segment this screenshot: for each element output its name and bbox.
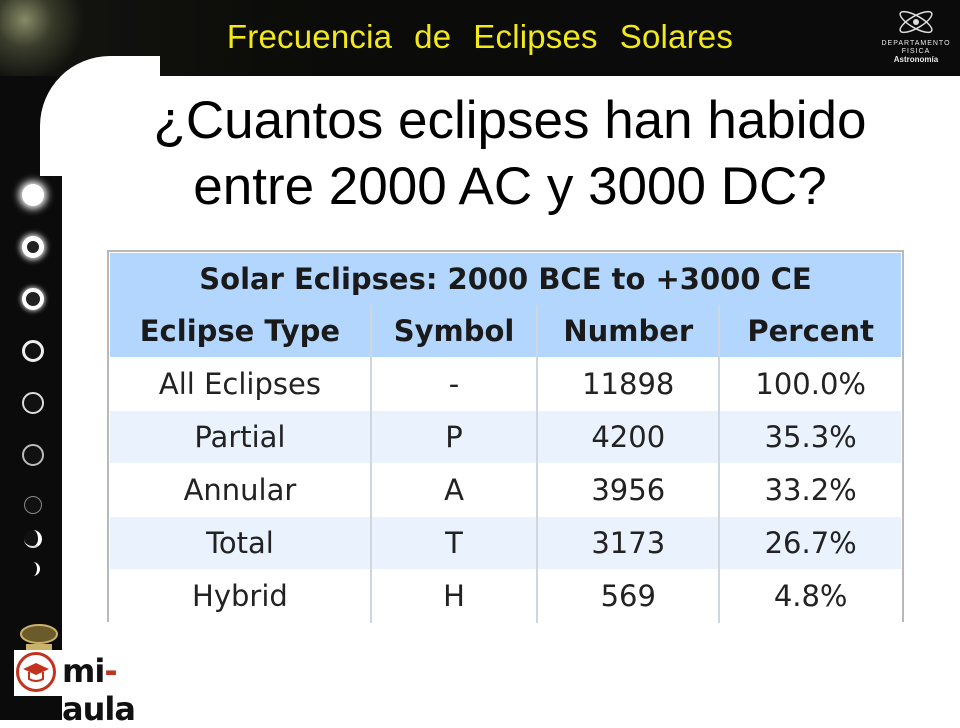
cell-type: Partial — [108, 410, 372, 464]
table-row: All Eclipses - 11898 100.0% — [108, 357, 903, 411]
cell-number: 3956 — [536, 463, 720, 517]
cell-number: 11898 — [536, 357, 720, 411]
cell-symbol: P — [369, 410, 538, 464]
cell-symbol: - — [369, 357, 538, 411]
cell-percent: 100.0% — [718, 357, 903, 411]
table-row: Partial P 4200 35.3% — [108, 410, 903, 464]
frame-curve — [40, 56, 160, 176]
eclipse-phase-icon — [22, 340, 44, 362]
cell-symbol: T — [369, 516, 538, 570]
logo-line-1: DEPARTAMENTO — [881, 40, 951, 47]
eclipse-table: Solar Eclipses: 2000 BCE to +3000 CE Ecl… — [107, 250, 904, 623]
eclipse-phase-icon — [22, 444, 44, 466]
cell-number: 3173 — [536, 516, 720, 570]
cell-percent: 4.8% — [718, 569, 903, 623]
cell-type: Total — [108, 516, 372, 570]
slide-question: ¿Cuantos eclipses han habido entre 2000 … — [80, 88, 940, 220]
eclipse-phase-icon — [22, 392, 44, 414]
mi-aula-logo: mi-aula — [14, 650, 180, 728]
eclipse-phase-icon — [22, 288, 44, 310]
table-title: Solar Eclipses: 2000 BCE to +3000 CE — [109, 252, 902, 305]
cell-type: Annular — [108, 463, 372, 517]
eclipse-phase-icon — [22, 236, 44, 258]
graduation-cap-icon — [16, 652, 56, 692]
cell-percent: 33.2% — [718, 463, 903, 517]
column-header-number: Number — [536, 305, 720, 358]
brand-aula: aula — [62, 690, 136, 728]
column-header-type: Eclipse Type — [108, 305, 372, 358]
column-header-symbol: Symbol — [369, 305, 538, 358]
cell-number: 4200 — [536, 410, 720, 464]
column-header-percent: Percent — [718, 305, 903, 358]
question-line-1: ¿Cuantos eclipses han habido — [153, 91, 867, 150]
eclipse-phase-icon — [22, 184, 44, 206]
cell-number: 569 — [536, 569, 720, 623]
eclipse-phase-icon — [24, 496, 42, 514]
eclipse-phase-icon — [26, 562, 40, 576]
table-row: Annular A 3956 33.2% — [108, 463, 903, 517]
table-row: Total T 3173 26.7% — [108, 516, 903, 570]
brand-mi: mi — [62, 652, 105, 690]
logo-line-2: FISICA — [901, 48, 931, 55]
brand-dash: - — [104, 652, 117, 690]
atom-icon — [899, 10, 933, 34]
eclipse-phase-icon — [24, 530, 42, 548]
top-banner — [0, 0, 960, 76]
cell-percent: 26.7% — [718, 516, 903, 570]
cell-symbol: A — [369, 463, 538, 517]
cell-percent: 35.3% — [718, 410, 903, 464]
cell-type: All Eclipses — [108, 357, 372, 411]
cell-type: Hybrid — [108, 569, 372, 623]
slide-header-title: Frecuencia de Eclipses Solares — [226, 18, 734, 55]
crest-icon — [20, 624, 58, 650]
table-row: Hybrid H 569 4.8% — [108, 569, 903, 623]
cell-symbol: H — [369, 569, 538, 623]
question-line-2: entre 2000 AC y 3000 DC? — [193, 157, 827, 216]
logo-line-3: Astronomía — [893, 55, 939, 64]
department-logo: DEPARTAMENTO FISICA Astronomía — [878, 4, 954, 74]
